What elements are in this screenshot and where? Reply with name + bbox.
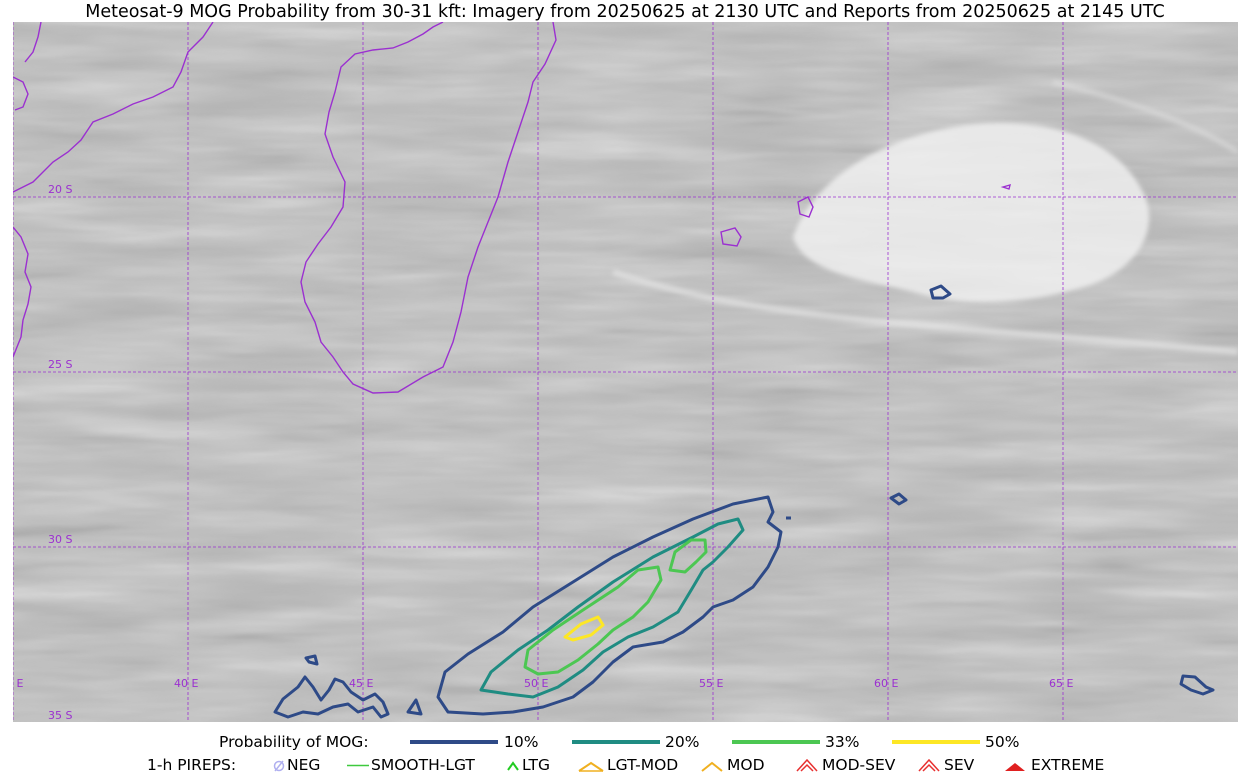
- contour-33-north: [668, 538, 708, 574]
- lon-label-55e: 55 E: [699, 677, 723, 690]
- contour-10-east-2: [1179, 674, 1215, 696]
- smooth-lgt-icon: [347, 764, 369, 767]
- africa-coastline-south: [13, 226, 32, 358]
- legend-label-lgt-mod: LGT-MOD: [607, 756, 679, 774]
- lat-label-35s: 35 S: [48, 709, 72, 722]
- legend-line-20: [572, 740, 660, 744]
- contour-10-south-west: [273, 675, 390, 719]
- africa-coastline-north: [13, 22, 42, 111]
- lgt-mod-icon: [578, 761, 604, 772]
- legend-line-33: [732, 740, 820, 744]
- legend-label-33: 33%: [825, 733, 860, 751]
- sev-icon: [918, 758, 940, 772]
- legend-label-extreme: EXTREME: [1031, 756, 1105, 774]
- contour-10-percent: [273, 284, 1215, 719]
- mod-sev-icon: [796, 758, 818, 772]
- contour-50-percent: [563, 615, 605, 642]
- lon-label-40e: 40 E: [174, 677, 198, 690]
- lat-labels: 20 S 25 S 30 S 35 S: [48, 183, 72, 722]
- lon-label-45e: 45 E: [349, 677, 373, 690]
- contour-20-percent: [479, 517, 745, 699]
- madagascar-coastline: [300, 22, 557, 394]
- lon-label-50e: 50 E: [524, 677, 548, 690]
- reunion-coastline: [720, 227, 742, 247]
- rodrigues-coastline: [1000, 183, 1011, 190]
- contour-33-main: [523, 565, 663, 676]
- ltg-icon: [507, 761, 519, 771]
- lon-label-65e: 65 E: [1049, 677, 1073, 690]
- contour-10-small-1: [304, 654, 319, 666]
- legend-label-ltg: LTG: [522, 756, 550, 774]
- lon-labels: 35 E 40 E 45 E 50 E 55 E 60 E 65 E: [13, 677, 1073, 690]
- africa-coastline: [13, 22, 214, 193]
- contour-10-main: [436, 495, 783, 716]
- legend-label-20: 20%: [665, 733, 700, 751]
- contour-10-east-1: [889, 492, 908, 506]
- legend-label-sev: SEV: [944, 756, 975, 774]
- legend-label-neg: NEG: [287, 756, 321, 774]
- legend-label-mod: MOD: [727, 756, 765, 774]
- cloud-mass: [793, 123, 1150, 302]
- contour-50-main: [563, 615, 605, 642]
- pireps-legend-heading: 1-h PIREPS:: [147, 756, 237, 774]
- coastlines: [13, 22, 1011, 394]
- legend-line-10: [410, 740, 498, 744]
- cloud-band: [1052, 79, 1238, 155]
- legend-label-smooth-lgt: SMOOTH-LGT: [371, 756, 475, 774]
- contour-33-percent: [523, 538, 708, 676]
- lat-label-20s: 20 S: [48, 183, 72, 196]
- legend-label-50: 50%: [985, 733, 1020, 751]
- contour-10-small-2: [406, 698, 423, 716]
- cloud-band: [612, 269, 1238, 355]
- legend-label-mod-sev: MOD-SEV: [822, 756, 896, 774]
- lat-label-30s: 30 S: [48, 533, 72, 546]
- lat-label-25s: 25 S: [48, 358, 72, 371]
- pireps-legend: 1-h PIREPS: NEG SMOOTH-LGT LTG LGT-MOD M…: [0, 754, 1250, 776]
- chart-title: Meteosat-9 MOG Probability from 30-31 kf…: [85, 2, 1165, 22]
- probability-legend: Probability of MOG: 10% 20% 33% 50%: [0, 731, 1250, 753]
- contour-10-cloud: [929, 284, 952, 300]
- mod-icon: [701, 761, 723, 772]
- contour-20-main: [479, 517, 745, 699]
- probability-legend-heading: Probability of MOG:: [219, 733, 369, 751]
- legend-line-50: [892, 740, 980, 744]
- extreme-icon: [1005, 763, 1025, 771]
- satellite-map[interactable]: 35 E 40 E 45 E 50 E 55 E 60 E 65 E 20 S …: [13, 22, 1238, 722]
- legend-label-10: 10%: [504, 733, 539, 751]
- neg-icon: [273, 760, 285, 772]
- lon-label-60e: 60 E: [874, 677, 898, 690]
- lon-label-35e: 35 E: [13, 677, 23, 690]
- mauritius-coastline: [797, 196, 814, 218]
- grid-lines: [13, 22, 1238, 722]
